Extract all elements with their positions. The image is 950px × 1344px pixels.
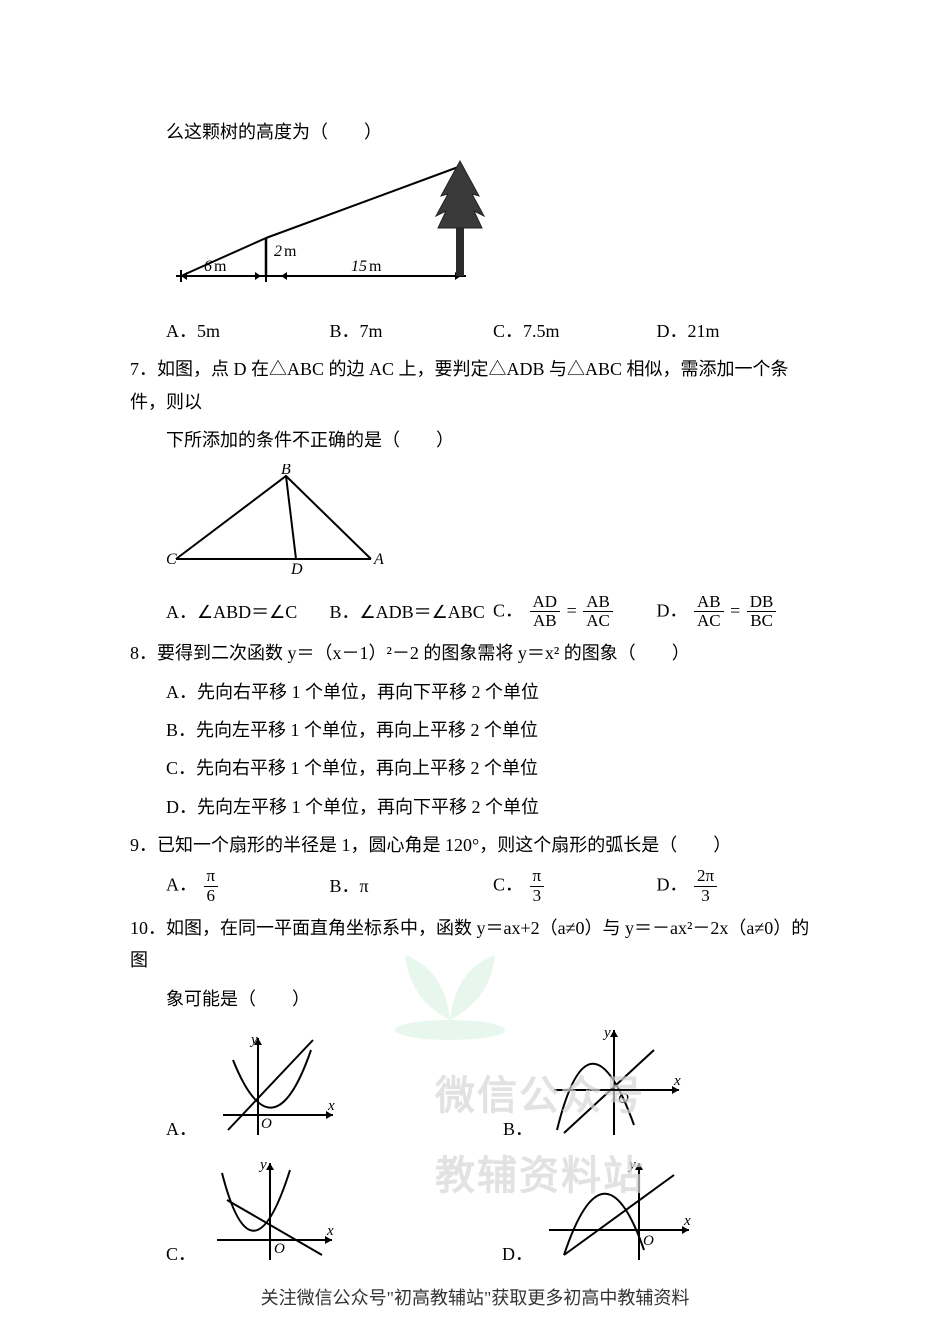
q7-stem: 7．如图，点 D 在△ABC 的边 AC 上，要判定△ADB 与△ABC 相似，… <box>130 353 820 418</box>
q9-stem: 9．已知一个扇形的半径是 1，圆心角是 120°，则这个扇形的弧长是（ ） <box>130 829 820 861</box>
svg-text:2: 2 <box>274 243 282 260</box>
svg-text:O: O <box>261 1116 272 1132</box>
svg-text:m: m <box>369 258 382 275</box>
svg-text:x: x <box>327 1098 335 1114</box>
svg-text:x: x <box>673 1073 681 1089</box>
q8-choice-b: B．先向左平移 1 个单位，再向上平移 2 个单位 <box>130 714 820 746</box>
svg-text:y: y <box>258 1157 267 1173</box>
q6-choice-d: D．21m <box>657 315 821 347</box>
q7-choice-c: C． ADAB = ABAC <box>493 593 657 631</box>
q6-choices: A．5m B．7m C．7.5m D．21m <box>130 315 820 347</box>
q10-c-graph: y x O <box>202 1155 342 1270</box>
q10-b-graph: y x O <box>539 1025 689 1145</box>
q8-choice-d: D．先向左平移 1 个单位，再向下平移 2 个单位 <box>130 791 820 823</box>
q9-choice-b: B．π <box>330 870 494 902</box>
q9-choices: A． π6 B．π C． π3 D． 2π3 <box>130 867 820 905</box>
q7-figure: B C D A <box>166 464 820 584</box>
q6-stem-tail: 么这颗树的高度为（ ） <box>130 116 820 148</box>
q7-choice-b: B．∠ADB＝∠ABC <box>330 596 494 628</box>
svg-text:x: x <box>683 1213 691 1229</box>
q10-a: A． y x O <box>166 1030 343 1145</box>
q10-row1: A． y x O B． y <box>130 1025 820 1145</box>
q6-6m-label: 6 <box>204 258 212 275</box>
q7-choice-a: A．∠ABD＝∠C <box>166 596 330 628</box>
q9-choice-c: C． π3 <box>493 867 657 905</box>
q7-choice-d: D． ABAC = DBBC <box>657 593 821 631</box>
svg-text:O: O <box>643 1233 654 1249</box>
svg-text:x: x <box>326 1223 334 1239</box>
page-content: 么这颗树的高度为（ ） 6 m 15 m 2 m <box>0 0 950 1330</box>
q6-choice-a: A．5m <box>166 315 330 347</box>
q7-choices: A．∠ABD＝∠C B．∠ADB＝∠ABC C． ADAB = ABAC D． … <box>130 593 820 631</box>
q8-stem: 8．要得到二次函数 y＝（x－1）²－2 的图象需将 y＝x² 的图象（ ） <box>130 637 820 669</box>
svg-text:A: A <box>373 551 384 568</box>
q6-figure: 6 m 15 m 2 m <box>166 156 820 306</box>
svg-text:15: 15 <box>351 258 367 275</box>
q9-choice-a: A． π6 <box>166 867 330 905</box>
svg-text:O: O <box>274 1241 285 1257</box>
q10-c: C． y x O <box>166 1155 342 1270</box>
svg-text:y: y <box>249 1032 258 1048</box>
q6-svg: 6 m 15 m 2 m <box>166 156 486 296</box>
svg-text:m: m <box>284 243 297 260</box>
svg-text:C: C <box>166 551 177 568</box>
q10-row2: C． y x O D． y x <box>130 1155 820 1270</box>
q7-stem2: 下所添加的条件不正确的是（ ） <box>130 424 820 456</box>
svg-text:B: B <box>281 464 291 478</box>
q9-choice-d: D． 2π3 <box>657 867 821 905</box>
q10-b: B． y x O <box>503 1025 689 1145</box>
q8-choice-c: C．先向右平移 1 个单位，再向上平移 2 个单位 <box>130 752 820 784</box>
svg-text:D: D <box>290 561 303 574</box>
q6-choice-b: B．7m <box>330 315 494 347</box>
q10-stem: 10．如图，在同一平面直角坐标系中，函数 y＝ax+2（a≠0）与 y＝－ax²… <box>130 912 820 977</box>
q10-stem2: 象可能是（ ） <box>130 983 820 1015</box>
q6-choice-c: C．7.5m <box>493 315 657 347</box>
svg-text:y: y <box>627 1157 636 1173</box>
footer-text: 关注微信公众号"初高教辅站"获取更多初高中教辅资料 <box>0 1282 950 1314</box>
q8-choice-a: A．先向右平移 1 个单位，再向下平移 2 个单位 <box>130 676 820 708</box>
q10-d-graph: y x O <box>539 1155 699 1270</box>
q10-d: D． y x O <box>502 1155 699 1270</box>
q10-a-graph: y x O <box>203 1030 343 1145</box>
svg-text:y: y <box>602 1025 611 1041</box>
